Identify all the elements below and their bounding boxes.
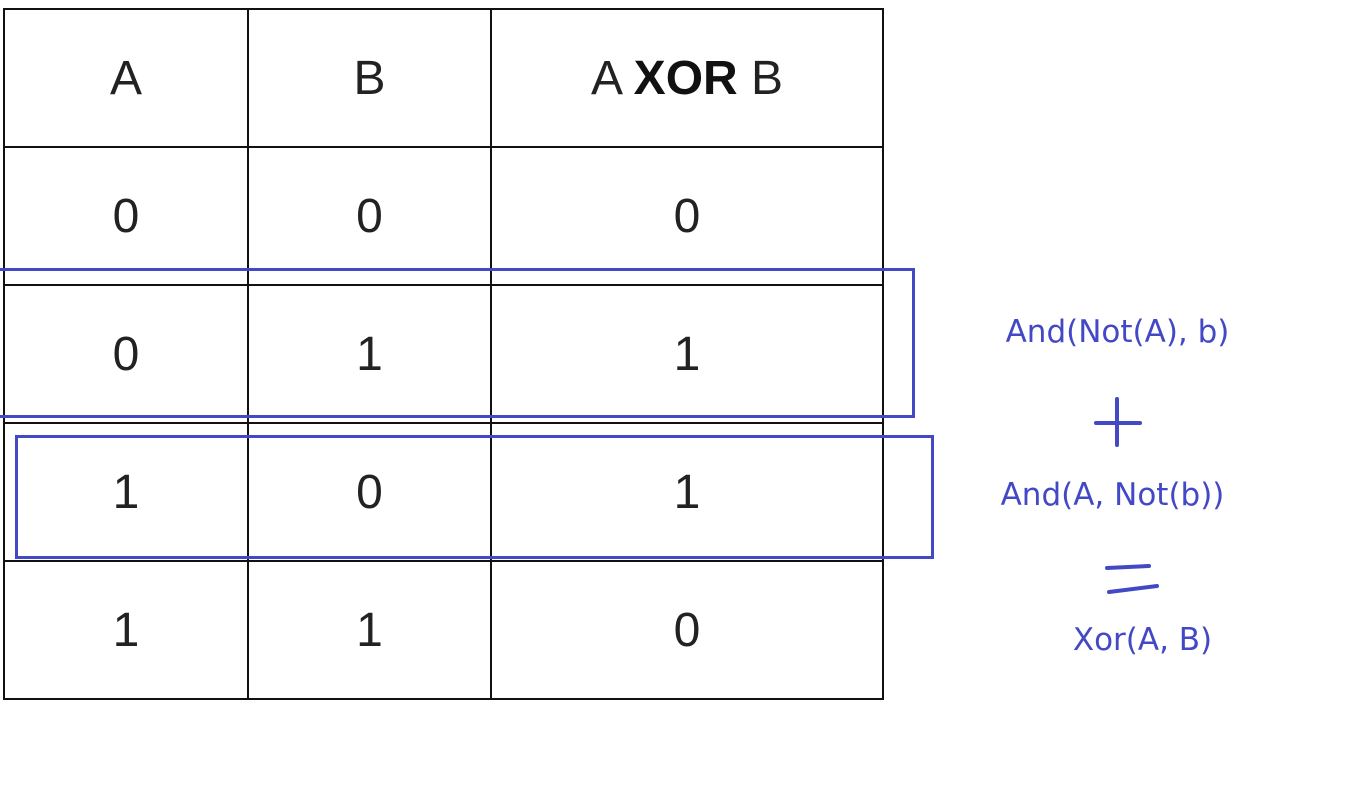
- equals-icon: [1105, 564, 1159, 594]
- table-row: 1 0 1: [3, 422, 884, 562]
- annotation-term-1: And(Not(A), b): [1005, 314, 1230, 350]
- header-xor: A XOR B: [490, 8, 884, 148]
- annotation-term-2: And(A, Not(b)): [1000, 477, 1225, 513]
- header-b: B: [247, 8, 492, 148]
- cell-a: 1: [3, 560, 249, 700]
- header-xor-right: B: [751, 51, 784, 105]
- cell-a: 1: [3, 422, 249, 562]
- table-row: 0 0 0: [3, 146, 884, 286]
- cell-a: 0: [3, 284, 249, 424]
- table-header-row: A B A XOR B: [3, 8, 884, 148]
- plus-icon: [1094, 397, 1142, 447]
- table-row: 0 1 1: [3, 284, 884, 424]
- cell-b: 0: [247, 146, 492, 286]
- cell-xor: 1: [490, 284, 884, 424]
- cell-b: 1: [247, 560, 492, 700]
- cell-xor: 1: [490, 422, 884, 562]
- cell-b: 1: [247, 284, 492, 424]
- xor-truth-table: A B A XOR B 0 0 0 0 1 1 1 0 1 1 1 0: [3, 8, 884, 700]
- header-a: A: [3, 8, 249, 148]
- table-row: 1 1 0: [3, 560, 884, 700]
- header-xor-operator: XOR: [633, 51, 738, 105]
- cell-b: 0: [247, 422, 492, 562]
- annotation-result: Xor(A, B): [1072, 622, 1213, 658]
- cell-a: 0: [3, 146, 249, 286]
- header-xor-left: A: [590, 51, 621, 105]
- cell-xor: 0: [490, 146, 884, 286]
- cell-xor: 0: [490, 560, 884, 700]
